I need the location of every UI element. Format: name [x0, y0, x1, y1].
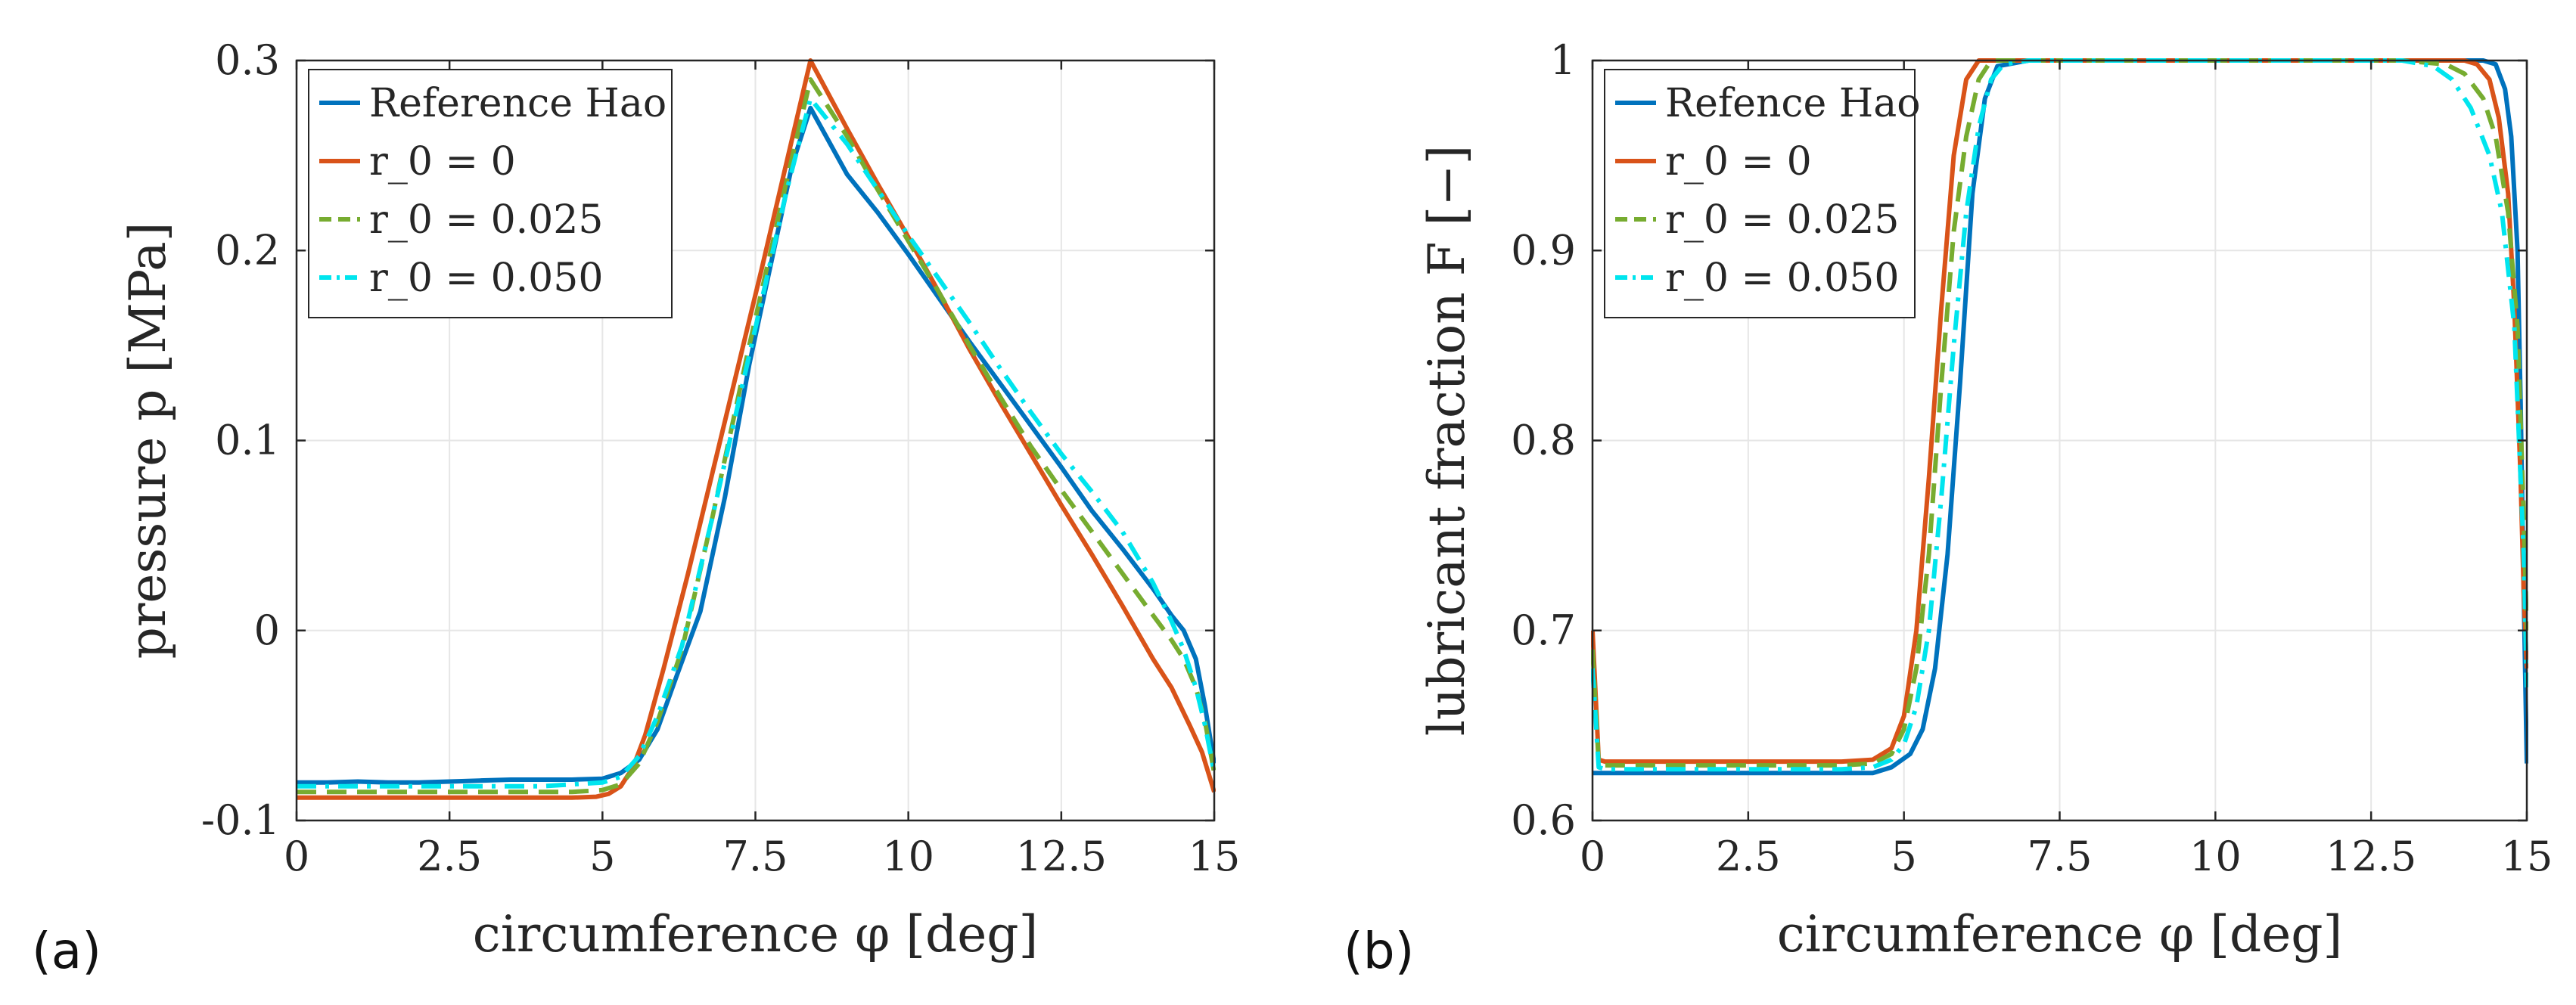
legend-box [308, 69, 673, 318]
x-tick-label: 0 [1580, 833, 1605, 880]
legend-entry-0: Refence Hao [1665, 81, 1921, 126]
legend-entry-3: r_0 = 0.050 [1665, 256, 1899, 301]
series-line-2 [1591, 58, 2528, 768]
y-tick-label: 0.2 [215, 226, 280, 274]
legend-entry-1: r_0 = 0 [369, 139, 516, 185]
legend: Refence Hao r_0 = 0 r_0 = 0.025 r_0 = 0.050 [1604, 69, 1921, 318]
series-line-1 [297, 58, 1216, 800]
legend-entry-1: r_0 = 0 [1665, 139, 1812, 185]
x-tick-label: 15 [2501, 833, 2553, 880]
x-axis-label: circumference φ [deg] [473, 905, 1039, 963]
y-tick-label: 0 [254, 606, 280, 654]
legend-entry-2: r_0 = 0.025 [1665, 197, 1899, 243]
x-axis-label: circumference φ [deg] [1777, 905, 2343, 963]
x-tick-label: 7.5 [723, 833, 788, 880]
y-tick-label: 0.8 [1511, 417, 1576, 464]
x-tick-label: 10 [2189, 833, 2242, 880]
y-tick-label: 0.9 [1511, 226, 1576, 274]
y-tick-label: 0.7 [1511, 606, 1576, 654]
panel-b: 0 2.5 5 7.5 10 12.5 15 0.6 0.7 0.8 0.9 1 circumferen… [1344, 36, 2553, 980]
legend-entry-2: r_0 = 0.025 [369, 197, 603, 243]
x-tick-label: 2.5 [417, 833, 482, 880]
x-tick-label: 5 [1891, 833, 1916, 880]
y-tick-label: 0.3 [215, 36, 280, 84]
y-tick-label: 0.1 [215, 417, 280, 464]
panel-label: (b) [1344, 922, 1414, 980]
legend-box [1604, 69, 1916, 318]
panel-label: (a) [32, 922, 101, 980]
y-tick-label: 0.6 [1511, 796, 1576, 844]
series-line-2 [297, 77, 1216, 795]
panel-a: 0 2.5 5 7.5 10 12.5 15-0.100.10.20.3circumfere… [32, 36, 1240, 980]
x-tick-label: 7.5 [2028, 833, 2093, 880]
y-tick-label: 1 [1550, 36, 1576, 84]
series-line-3 [1591, 58, 2528, 772]
x-tick-label: 15 [1189, 833, 1241, 880]
y-tick-label: -0.1 [201, 796, 280, 844]
series-line-0 [1593, 58, 2528, 776]
x-tick-label: 12.5 [1016, 833, 1107, 880]
series-group [297, 58, 1216, 800]
x-tick-label: 2.5 [1716, 833, 1781, 880]
series-line-3 [297, 96, 1216, 789]
legend-entry-0: Reference Hao [369, 81, 667, 126]
x-tick-label: 0 [284, 833, 309, 880]
y-axis-label: pressure p [MPa] [119, 222, 177, 659]
x-tick-label: 10 [882, 833, 934, 880]
x-tick-label: 12.5 [2326, 833, 2416, 880]
legend-entry-3: r_0 = 0.050 [369, 256, 603, 301]
y-axis-label: lubricant fraction F [−] [1418, 145, 1476, 737]
legend: Reference Hao r_0 = 0 r_0 = 0.025 r_0 = 0.0… [308, 69, 673, 318]
x-tick-label: 5 [589, 833, 615, 880]
